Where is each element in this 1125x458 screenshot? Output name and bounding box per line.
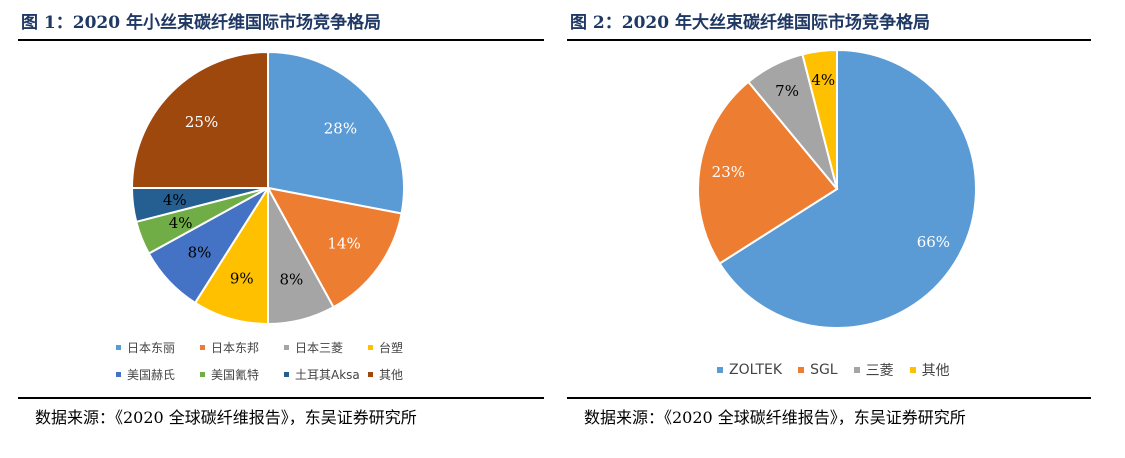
pie-slice-2 (266, 186, 403, 309)
legend-item: SGL (798, 360, 838, 380)
pie-slice-label-4: 9% (230, 270, 254, 288)
legend-label: SGL (810, 362, 838, 378)
legend-label: ZOLTEK (729, 362, 783, 378)
pie-slice-1 (267, 50, 405, 215)
legend-swatch (798, 367, 805, 373)
figure-1-bottom-rule (18, 397, 544, 399)
legend-swatch (116, 345, 121, 350)
figure-2-bottom-rule (567, 397, 1091, 399)
pie-slice-label-7: 4% (163, 191, 187, 209)
legend-swatch (116, 372, 121, 377)
pie-slice-label-2: 23% (712, 163, 745, 181)
pie-slice-2 (697, 80, 839, 265)
figure-1-title: 图 1：2020 年小丝束碳纤维国际市场竞争格局 (21, 13, 381, 33)
legend-label: 台塑 (379, 341, 404, 355)
pie-slice-label-5: 8% (188, 244, 212, 262)
legend-swatch (368, 372, 373, 377)
pie-slice-8 (130, 50, 269, 189)
legend-swatch (200, 372, 205, 377)
legend-swatch (284, 372, 289, 377)
legend-item: 美国氰特 (200, 366, 284, 383)
legend-item: 三菱 (853, 360, 894, 380)
legend-item: 日本三菱 (284, 339, 368, 356)
legend-label: 美国赫氏 (127, 368, 176, 382)
legend-item: 土耳其Aksa (284, 366, 368, 383)
pie-slice-1 (718, 48, 977, 329)
figure-1-legend: 日本东丽 日本东邦 日本三菱 台塑美国赫氏 美国氰特 土耳其Aksa 其他 (116, 339, 452, 393)
figure-2-top-rule (567, 39, 1091, 41)
legend-swatch (368, 345, 373, 350)
legend-label: 日本东邦 (211, 341, 260, 355)
legend-swatch (284, 345, 289, 350)
figure-1-pie-chart: 28% 14% 8% 9% 8% 4% 4% 25% (130, 50, 405, 326)
legend-item: 其他 (368, 366, 452, 383)
legend-label: 土耳其Aksa (295, 368, 360, 382)
legend-item: 台塑 (368, 339, 452, 356)
legend-label: 美国氰特 (211, 368, 260, 382)
figure-1-source: 数据来源：《2020 全球碳纤维报告》，东吴证券研究所 (35, 408, 417, 427)
figure-2-pie-chart: 66% 23% 7% 4% (697, 48, 977, 329)
figure-1-panel: 图 1：2020 年小丝束碳纤维国际市场竞争格局 28% 14% 8% 9% 8% 4% 4… (18, 0, 544, 458)
legend-row: ZOLTEK SGL 三菱 其他 (717, 360, 966, 380)
legend-row: 美国赫氏 美国氰特 土耳其Aksa 其他 (116, 366, 452, 383)
legend-label: 其他 (921, 363, 950, 379)
pie-slice-label-4: 4% (811, 71, 835, 89)
figure-2-source: 数据来源：《2020 全球碳纤维报告》，东吴证券研究所 (584, 408, 966, 427)
figure-2-legend: ZOLTEK SGL 三菱 其他 (717, 360, 966, 380)
figure-2-title: 图 2：2020 年大丝束碳纤维国际市场竞争格局 (570, 13, 930, 33)
pie-slice-label-1: 66% (917, 233, 950, 251)
legend-item: 其他 (909, 360, 950, 380)
legend-label: 日本东丽 (127, 341, 176, 355)
legend-swatch (200, 345, 205, 350)
legend-swatch (853, 367, 860, 373)
pie-slice-label-2: 14% (327, 235, 360, 253)
legend-label: 其他 (379, 368, 404, 382)
legend-row: 日本东丽 日本东邦 日本三菱 台塑 (116, 339, 452, 356)
pie-slice-label-6: 4% (169, 214, 193, 232)
legend-swatch (717, 367, 723, 373)
legend-label: 三菱 (865, 363, 894, 379)
figure-1-top-rule (18, 39, 544, 41)
legend-swatch (909, 367, 916, 373)
legend-item: 日本东邦 (200, 339, 284, 356)
legend-item: ZOLTEK (717, 360, 782, 380)
legend-label: 日本三菱 (295, 341, 344, 355)
pie-slice-4 (801, 48, 838, 190)
pie-slice-label-3: 7% (775, 82, 799, 100)
figure-2-panel: 图 2：2020 年大丝束碳纤维国际市场竞争格局 66% 23% 7% 4% ZOLT… (567, 0, 1091, 458)
legend-item: 日本东丽 (116, 339, 200, 356)
pie-slice-label-3: 8% (279, 270, 303, 288)
pie-slice-label-1: 28% (324, 119, 357, 137)
legend-item: 美国赫氏 (116, 366, 200, 383)
pie-slice-label-8: 25% (185, 113, 218, 131)
